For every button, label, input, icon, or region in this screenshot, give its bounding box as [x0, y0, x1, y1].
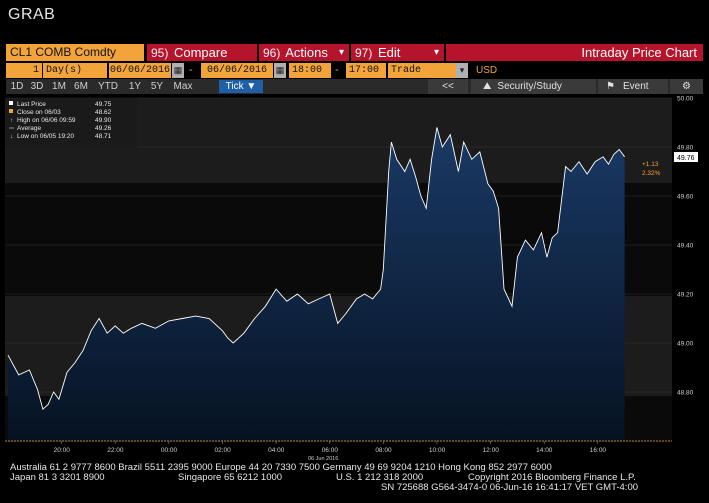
- legend: Last Price 49.75 Close on 06/03 48.62 ↑ …: [9, 101, 112, 140]
- date-separator: -: [189, 64, 193, 76]
- chevron-down-icon[interactable]: ▾: [456, 63, 468, 78]
- footer-line1: Australia 61 2 9777 8600 Brazil 5511 239…: [10, 462, 552, 473]
- compare-button[interactable]: 95) Compare: [147, 44, 257, 61]
- start-time-field[interactable]: 18:00: [289, 63, 331, 78]
- range-toolbar: 1D 3D 1M 6M YTD 1Y 5Y Max Tick ▼ << ⛰ Sec…: [6, 79, 703, 94]
- x-tick-label: 08:00: [375, 447, 392, 454]
- footer-us: U.S. 1 212 318 2000: [336, 472, 424, 483]
- security-study-button[interactable]: ⛰ Security/Study: [471, 79, 596, 94]
- footer-japan: Japan 81 3 3201 8900: [10, 472, 105, 483]
- legend-high-marker: ↑: [10, 117, 13, 124]
- footer-line2: Japan 81 3 3201 8900 Singapore 65 6212 1…: [0, 473, 709, 483]
- price-line: [7, 127, 625, 411]
- actions-number: 96): [263, 46, 281, 60]
- command-bar: CL1 COMB Comdty 95) Compare 96) Actions …: [6, 44, 703, 61]
- date-label: 06 Jun 2016: [308, 456, 338, 462]
- y-tick-label: 49.20: [677, 292, 694, 299]
- x-tick-label: 06:00: [322, 447, 339, 454]
- footer-singapore: Singapore 65 6212 1000: [178, 472, 283, 483]
- range-6m[interactable]: 6M: [74, 81, 88, 92]
- x-tick-label: 14:00: [536, 447, 553, 454]
- footer-line3: SN 725688 G564-3474-0 06-Jun-16 16:41:17…: [381, 482, 639, 493]
- y-tick-label: 49.80: [677, 145, 694, 152]
- gear-icon[interactable]: ⚙: [670, 79, 703, 94]
- x-tick-label: 12:00: [483, 447, 500, 454]
- period-count-field[interactable]: 1: [6, 63, 42, 78]
- last-price-tag-text: 49.76: [677, 155, 695, 162]
- end-date-field[interactable]: 06/06/2016: [201, 63, 273, 78]
- chart-title: Intraday Price Chart: [446, 44, 703, 61]
- price-chart[interactable]: 50.00 49.80 49.60 49.40 49.20 49.00 48.80 20:0…: [0, 96, 709, 462]
- tick-dropdown[interactable]: Tick ▼: [219, 80, 263, 93]
- y-tick-label: 49.60: [677, 194, 694, 201]
- y-tick-label: 50.00: [677, 96, 694, 103]
- date-range-bar: 1 Day(s) 06/06/2016 ▦ - 06/06/2016 ▦ 18:…: [6, 63, 703, 78]
- y-tick-label: 48.80: [677, 390, 694, 397]
- footer: Australia 61 2 9777 8600 Brazil 5511 239…: [0, 463, 709, 493]
- x-tick-label: 22:00: [107, 447, 124, 454]
- calendar-icon[interactable]: ▦: [172, 63, 184, 78]
- y-tick-label: 49.00: [677, 341, 694, 348]
- range-5y[interactable]: 5Y: [150, 81, 164, 92]
- compare-label: Compare: [173, 45, 228, 60]
- period-unit-field[interactable]: Day(s): [43, 63, 107, 78]
- x-tick-label: 00:00: [161, 447, 178, 454]
- legend-last-label: Last Price: [17, 101, 46, 108]
- change-abs: +1.13: [642, 161, 659, 168]
- flag-icon: ⚑: [606, 81, 615, 92]
- range-1y[interactable]: 1Y: [128, 81, 142, 92]
- legend-close-value: 48.62: [95, 109, 112, 116]
- legend-low-marker: ↓: [10, 133, 13, 140]
- edit-button[interactable]: 97) Edit ▾: [351, 44, 444, 61]
- legend-close-swatch: [9, 109, 13, 113]
- security-study-label: Security/Study: [497, 81, 562, 92]
- y-tick-label: 49.40: [677, 243, 694, 250]
- compare-number: 95): [151, 46, 169, 60]
- edit-number: 97): [355, 46, 373, 60]
- legend-box: [5, 98, 137, 148]
- actions-button[interactable]: 96) Actions ▾: [259, 44, 349, 61]
- x-tick-label: 16:00: [590, 447, 607, 454]
- legend-low-label: Low on 06/05 19:20: [17, 133, 74, 140]
- currency-label[interactable]: USD: [476, 65, 498, 76]
- event-button[interactable]: ⚑ Event: [598, 79, 668, 94]
- price-area: [8, 127, 625, 442]
- chevron-down-icon: ▾: [338, 47, 344, 58]
- legend-high-value: 49.90: [95, 117, 112, 124]
- legend-last-swatch: [9, 101, 13, 105]
- end-time-field[interactable]: 17:00: [346, 63, 386, 78]
- x-tick-label: 04:00: [268, 447, 285, 454]
- collapse-button[interactable]: <<: [428, 79, 468, 94]
- x-tick-label: 20:00: [54, 447, 71, 454]
- security-field[interactable]: CL1 COMB Comdty: [6, 44, 144, 61]
- chevron-down-icon: ▾: [433, 47, 439, 58]
- legend-last-value: 49.75: [95, 101, 112, 108]
- last-price-tag: [674, 152, 698, 162]
- legend-average-value: 49.26: [95, 125, 112, 132]
- calendar-icon[interactable]: ▦: [274, 63, 286, 78]
- event-label: Event: [622, 81, 649, 92]
- range-1d[interactable]: 1D: [10, 81, 24, 92]
- field-select[interactable]: Trade: [388, 63, 456, 78]
- legend-close-label: Close on 06/03: [17, 109, 61, 116]
- range-max[interactable]: Max: [173, 81, 193, 92]
- start-date-field[interactable]: 06/06/2016: [109, 63, 171, 78]
- range-ytd[interactable]: YTD: [98, 81, 118, 92]
- footer-copyright: Copyright 2016 Bloomberg Finance L.P.: [468, 472, 636, 483]
- range-1m[interactable]: 1M: [52, 81, 66, 92]
- range-3d[interactable]: 3D: [30, 81, 44, 92]
- app-title: GRAB: [8, 6, 56, 23]
- legend-average-label: Average: [17, 125, 41, 132]
- time-separator: -: [335, 64, 339, 76]
- x-tick-label: 02:00: [214, 447, 231, 454]
- chart-icon: ⛰: [483, 81, 492, 92]
- actions-label: Actions: [285, 45, 328, 60]
- x-tick-label: 10:00: [429, 447, 446, 454]
- legend-low-value: 48.71: [95, 133, 112, 140]
- change-pct: 2.32%: [642, 170, 661, 177]
- legend-high-label: High on 06/06 09:59: [17, 117, 76, 124]
- edit-label: Edit: [377, 45, 401, 60]
